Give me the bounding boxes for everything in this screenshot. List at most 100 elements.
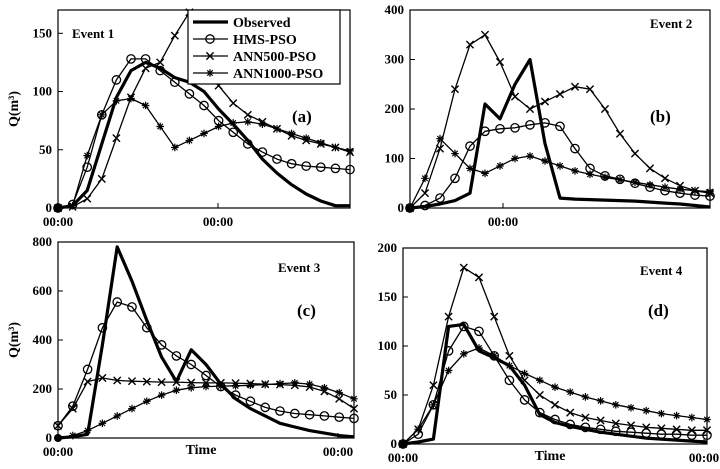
data-point bbox=[435, 193, 445, 203]
series-hms-pso bbox=[398, 321, 712, 449]
data-point bbox=[657, 424, 666, 433]
x-tick-label: 00:00 bbox=[388, 450, 418, 465]
data-point bbox=[444, 312, 453, 321]
data-point bbox=[570, 82, 580, 91]
data-point bbox=[703, 415, 711, 424]
legend-entry: ANN1000-PSO bbox=[193, 67, 323, 82]
data-point bbox=[243, 110, 252, 119]
data-point bbox=[335, 394, 344, 403]
data-point bbox=[672, 425, 681, 434]
data-point bbox=[414, 425, 422, 434]
data-point bbox=[349, 413, 359, 424]
data-point bbox=[141, 322, 152, 333]
data-point bbox=[172, 378, 181, 387]
x-tick-label: 00:00 bbox=[323, 444, 353, 459]
data-point bbox=[140, 54, 151, 64]
data-point bbox=[601, 173, 609, 182]
data-point bbox=[451, 149, 459, 158]
data-point bbox=[540, 118, 550, 128]
data-point bbox=[141, 64, 150, 73]
data-point bbox=[242, 139, 253, 149]
data-point bbox=[536, 376, 544, 385]
data-point bbox=[480, 126, 490, 137]
event-label: Event 2 bbox=[650, 16, 692, 31]
data-point bbox=[141, 101, 150, 110]
data-point bbox=[156, 340, 167, 350]
series-line bbox=[57, 301, 355, 427]
series-line bbox=[57, 245, 355, 440]
data-point bbox=[688, 413, 696, 422]
data-point bbox=[345, 164, 355, 175]
data-point bbox=[317, 138, 325, 147]
data-point bbox=[481, 169, 489, 178]
data-point bbox=[83, 194, 92, 203]
data-point bbox=[519, 395, 530, 405]
series-ann1000-pso bbox=[406, 134, 714, 212]
data-point bbox=[98, 419, 107, 428]
data-point bbox=[460, 350, 468, 358]
data-point bbox=[304, 409, 315, 420]
data-point bbox=[626, 421, 636, 430]
data-point bbox=[596, 416, 605, 425]
legend-marker bbox=[206, 69, 214, 77]
data-point bbox=[505, 351, 514, 360]
data-point bbox=[526, 152, 534, 160]
x-tick-label: 00:00 bbox=[43, 444, 73, 459]
data-point bbox=[405, 203, 415, 213]
data-point bbox=[642, 423, 651, 432]
data-point bbox=[631, 178, 639, 187]
data-point bbox=[474, 273, 484, 282]
y-tick-label: 800 bbox=[33, 234, 53, 249]
data-point bbox=[656, 429, 667, 440]
data-point bbox=[83, 151, 91, 160]
data-point bbox=[466, 164, 474, 173]
data-point bbox=[566, 408, 575, 417]
event-label: Event 1 bbox=[72, 26, 114, 41]
data-point bbox=[171, 143, 179, 152]
data-point bbox=[504, 375, 515, 386]
data-point bbox=[646, 180, 654, 189]
data-point bbox=[302, 134, 310, 142]
data-point bbox=[490, 312, 499, 321]
series-line bbox=[409, 57, 711, 210]
data-point bbox=[580, 422, 591, 433]
legend-entry: Observed bbox=[193, 16, 291, 31]
data-point bbox=[54, 204, 62, 212]
y-tick-label: 400 bbox=[385, 2, 405, 17]
data-point bbox=[627, 403, 635, 412]
data-point bbox=[398, 439, 408, 449]
y-tick-label: 100 bbox=[385, 151, 405, 166]
data-point bbox=[465, 141, 475, 151]
data-point bbox=[443, 346, 454, 356]
data-point bbox=[429, 401, 438, 409]
data-point bbox=[474, 326, 484, 337]
data-point bbox=[113, 412, 121, 420]
data-point bbox=[672, 411, 681, 420]
data-point bbox=[53, 420, 63, 431]
data-point bbox=[301, 161, 312, 171]
data-point bbox=[229, 119, 237, 127]
data-point bbox=[596, 397, 605, 405]
data-point bbox=[420, 189, 430, 198]
panel-label: (d) bbox=[648, 301, 669, 320]
data-point bbox=[489, 350, 500, 361]
data-point bbox=[82, 162, 93, 173]
data-point bbox=[228, 127, 239, 138]
y-axis-label: Q(m³) bbox=[7, 322, 22, 358]
data-point bbox=[112, 134, 121, 143]
data-point bbox=[275, 406, 285, 416]
data-point bbox=[406, 204, 414, 212]
subplot-3: 0 200 400 600 800 00:00 00:00 Event 3 (c) Q(m³) Ti… bbox=[7, 234, 359, 459]
data-point bbox=[156, 122, 164, 131]
x-tick-label: 00:00 bbox=[689, 450, 719, 465]
data-point bbox=[585, 85, 595, 94]
data-point bbox=[565, 419, 576, 430]
legend-marker bbox=[205, 51, 215, 61]
event-label: Event 3 bbox=[278, 260, 321, 275]
data-point bbox=[260, 402, 271, 413]
data-point bbox=[541, 157, 549, 165]
data-point bbox=[171, 351, 182, 361]
series-line bbox=[409, 122, 711, 209]
data-point bbox=[661, 183, 669, 192]
data-point bbox=[291, 379, 299, 387]
